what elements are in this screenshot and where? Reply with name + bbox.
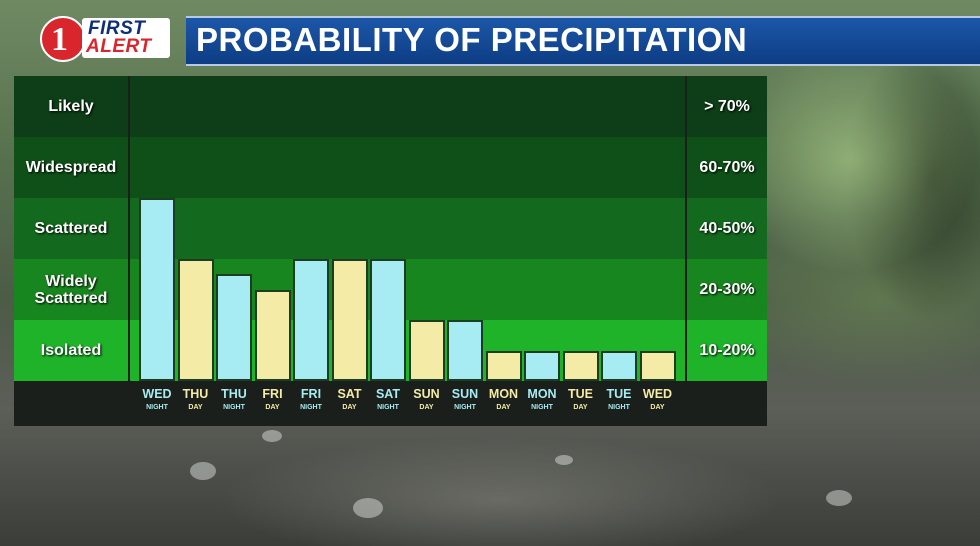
rain-splash: [262, 430, 282, 442]
x-tick-day-label: FRI: [262, 387, 283, 401]
band-left-isolated: Isolated: [14, 320, 128, 381]
bar-thu-night: [216, 274, 252, 381]
x-tick-period-label: NIGHT: [377, 404, 399, 411]
rain-splash: [555, 455, 573, 465]
band-label: Isolated: [40, 342, 102, 359]
x-tick-day-label: SUN: [413, 387, 440, 401]
x-tick-day-label: FRI: [300, 387, 322, 401]
band-mid-likely: [130, 76, 685, 137]
band-range-label: 40-50%: [699, 219, 755, 237]
x-tick-period-label: DAY: [188, 404, 203, 411]
logo-alert-text: ALERT: [86, 36, 152, 57]
band-range-label: 60-70%: [699, 158, 755, 176]
title-bar: PROBABILITY OF PRECIPITATION: [186, 16, 980, 66]
x-tick-period-label: NIGHT: [223, 404, 245, 411]
rain-splash: [190, 462, 216, 480]
bar-mon-night: [524, 350, 560, 381]
bar-thu-day: [177, 259, 214, 381]
band-mid-scattered: [130, 198, 685, 259]
x-tick-day-label: MON: [488, 387, 519, 401]
band-left-widely-scattered: Widely Scattered: [14, 259, 128, 320]
logo-number: 1: [51, 21, 68, 58]
x-tick-period-label: NIGHT: [300, 404, 322, 411]
band-label: Likely: [48, 98, 94, 115]
bar-wed-night: [139, 198, 175, 381]
x-tick-day-label: THU: [221, 387, 247, 401]
band-label: Scattered: [34, 220, 108, 237]
x-tick-day-label: MON: [527, 387, 557, 401]
band-range-label: > 70%: [704, 97, 750, 115]
logo-circle: 1: [40, 16, 86, 62]
x-tick-day-label: THU: [182, 387, 209, 401]
band-label: Widespread: [25, 159, 117, 176]
band-right-widely-scattered: 20-30%: [687, 259, 767, 320]
band-right-widespread: 60-70%: [687, 137, 767, 198]
bar-fri-night: [293, 259, 329, 381]
band-mid-widespread: [130, 137, 685, 198]
bar-mon-day: [485, 350, 522, 381]
x-tick-period-label: DAY: [573, 404, 588, 411]
x-tick-day-label: SAT: [375, 387, 401, 401]
band-right-scattered: 40-50%: [687, 198, 767, 259]
band-left-widespread: Widespread: [14, 137, 128, 198]
chart-panel: Likely > 70% Widespread 60-70% Scattered 40-5…: [14, 76, 767, 426]
x-tick-day-label: TUE: [568, 387, 593, 401]
bar-wed-day: [639, 350, 676, 381]
bar-sat-night: [370, 259, 406, 381]
bar-sat-day: [331, 259, 368, 381]
x-tick-day-label: SAT: [337, 387, 362, 401]
x-tick-period-label: DAY: [342, 404, 357, 411]
first-alert-logo: 1 FIRST ALERT: [40, 14, 172, 66]
logo-first-text: FIRST: [88, 18, 146, 39]
band-right-likely: > 70%: [687, 76, 767, 137]
bar-tue-night: [601, 350, 637, 381]
x-tick-period-label: NIGHT: [531, 404, 553, 411]
x-tick-day-label: SUN: [451, 387, 479, 401]
bar-sun-night: [447, 320, 483, 381]
page-title: PROBABILITY OF PRECIPITATION: [196, 21, 748, 58]
band-left-scattered: Scattered: [14, 198, 128, 259]
x-tick-period-label: DAY: [265, 404, 280, 411]
logo-wordmark: FIRST ALERT: [82, 18, 170, 58]
band-left-likely: Likely: [14, 76, 128, 137]
rain-splash: [826, 490, 852, 506]
x-tick-period-label: DAY: [650, 404, 665, 411]
rain-splash: [353, 498, 383, 518]
x-tick-day-label: TUE: [606, 387, 632, 401]
x-tick-period-label: DAY: [419, 404, 434, 411]
bar-fri-day: [254, 289, 291, 381]
bar-tue-day: [562, 350, 599, 381]
x-tick-period-label: NIGHT: [146, 404, 168, 411]
x-tick-period-label: NIGHT: [608, 404, 630, 411]
band-range-label: 20-30%: [699, 280, 755, 298]
x-tick-day-label: WED: [642, 387, 673, 401]
x-tick-day-label: WED: [142, 387, 172, 401]
bar-sun-day: [408, 320, 445, 381]
band-label: Widely Scattered: [34, 272, 108, 307]
band-right-isolated: 10-20%: [687, 320, 767, 381]
x-axis-strip: [130, 381, 685, 426]
x-tick-period-label: DAY: [496, 404, 511, 411]
band-range-label: 10-20%: [699, 341, 755, 359]
x-tick-period-label: NIGHT: [454, 404, 476, 411]
